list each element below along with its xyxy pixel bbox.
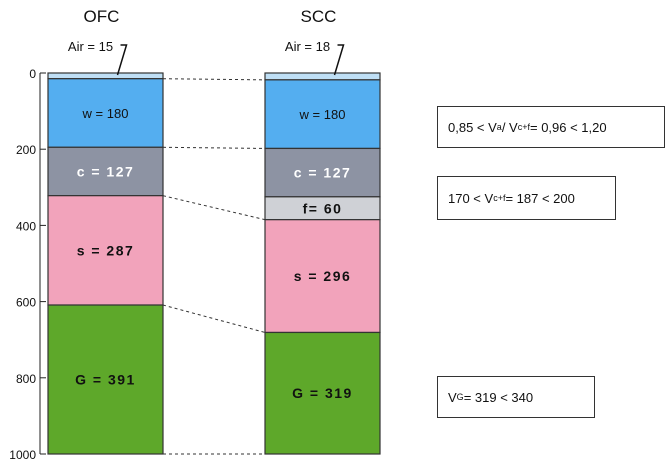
y-axis-tick-label: 400 [16,219,36,233]
note-sub: c+f [517,122,530,132]
note-text: = 0,96 < 1,20 [529,119,607,135]
layer-s [264,219,381,334]
y-axis-tick-label: 600 [16,296,36,310]
layer-label-s: s = 296 [294,268,352,284]
layer-c [47,146,164,197]
layer-air [264,72,381,81]
layer-label-s: s = 287 [77,242,135,258]
layer-w [47,78,164,148]
note-sub: G [456,392,464,402]
connector-dashed-line [162,146,266,149]
note-text: 170 < V [448,190,494,206]
note-text: = 187 < 200 [505,190,575,206]
connector-dashed-line [162,304,266,333]
layer-label-w: w = 180 [299,107,346,122]
note-text: 0,85 < V [448,119,497,135]
note-sub: c+f [493,193,506,203]
y-axis-tick-label: 0 [29,67,36,81]
layer-w [264,79,381,150]
layer-label-G: G = 391 [75,372,136,388]
layer-label-G: G = 319 [292,385,353,401]
column-title: OFC [84,7,120,26]
y-axis-tick-label: 1000 [9,448,36,462]
layer-air [47,72,164,80]
layer-label-c: c = 127 [294,165,352,181]
note-text: / V [501,119,518,135]
note-sub: a [496,122,502,132]
air-callout-line [333,44,345,76]
layer-label-w: w = 180 [82,106,129,121]
column-title: SCC [301,7,337,26]
note-text: V [448,389,457,405]
y-axis-tick-label: 800 [16,372,36,386]
note-text: = 319 < 340 [463,389,534,405]
air-callout-line [116,44,128,76]
air-label: Air = 15 [68,39,113,54]
layer-c [264,147,381,198]
connector-dashed-line [162,195,266,221]
y-axis-tick-label: 200 [16,143,36,157]
layer-G [264,331,381,455]
layer-label-f: f= 60 [303,200,343,216]
layer-G [47,304,164,455]
connector-dashed-line [162,78,266,81]
layer-s [47,195,164,306]
layer-label-c: c = 127 [77,163,135,179]
air-label: Air = 18 [285,39,330,54]
